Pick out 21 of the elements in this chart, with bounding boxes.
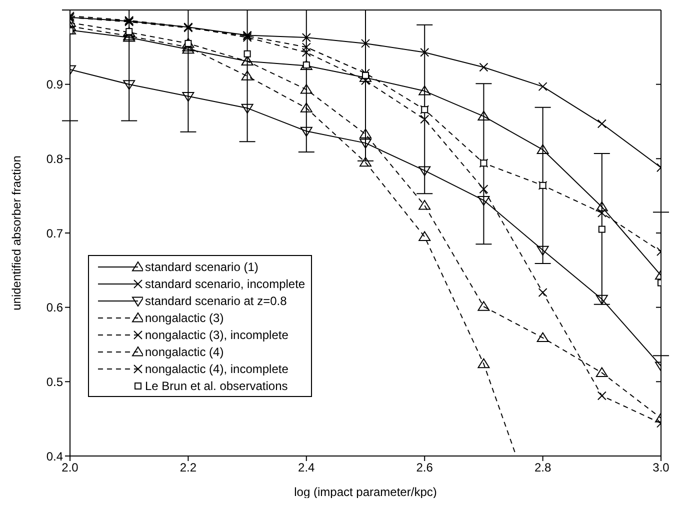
y-tick-label: 0.5: [46, 374, 64, 389]
y-tick-label: 0.4: [46, 449, 64, 464]
legend-label: standard scenario (1): [145, 260, 258, 274]
y-tick-label: 0.7: [46, 226, 64, 240]
x-tick-label: 2.4: [298, 460, 316, 475]
x-tick-label: 2.2: [180, 460, 197, 475]
legend-label: nongalactic (4): [145, 344, 224, 358]
y-tick-label: 0.6: [46, 300, 64, 315]
legend-label: nongalactic (3): [145, 310, 224, 324]
legend-label: Le Brun et al. observations: [145, 378, 288, 392]
y-tick-label: 0.8: [46, 152, 64, 166]
x-tick-label: 2.0: [62, 460, 79, 475]
legend-label: nongalactic (3), incomplete: [145, 328, 288, 342]
legend-label: nongalactic (4), incomplete: [145, 362, 288, 376]
x-tick-label: 2.6: [416, 460, 434, 475]
x-tick-label: 3.0: [652, 460, 670, 475]
x-tick-label: 2.8: [534, 460, 552, 475]
y-axis-title: unidentified absorber fraction: [9, 156, 24, 310]
legend-label: standard scenario at z=0.8: [145, 294, 287, 308]
legend-label: standard scenario, incomplete: [145, 276, 306, 290]
y-tick-label: 0.9: [46, 78, 64, 92]
